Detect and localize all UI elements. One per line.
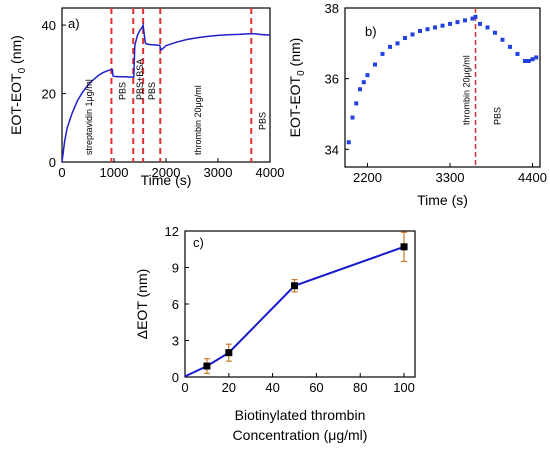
panel-b-xlabel: Time (s) [417, 192, 468, 208]
panel-a-xtick-label: 3000 [204, 165, 233, 180]
panel-b-data-point [515, 51, 520, 56]
panel-b-data-point [455, 20, 460, 25]
panel-b-ytick-label: 34 [325, 142, 339, 157]
panel-a-label: a) [68, 16, 80, 31]
panel-b-frame [344, 7, 541, 168]
panel-c-ytick-label: 9 [172, 261, 179, 276]
panel-c-xtick-label: 100 [393, 380, 415, 395]
panel-a-xtick-label: 2000 [152, 165, 181, 180]
panel-c-frame [184, 230, 416, 378]
panel-c-xlabel-2: Concentration (μg/ml) [233, 427, 368, 443]
panel-a-label-streptavidin: streptavidin 1μg/ml [84, 79, 94, 155]
panel-b-data-point [354, 101, 359, 106]
panel-c-xtick-label: 60 [309, 380, 323, 395]
panel-b-data-point [361, 80, 366, 85]
panel-b-data-point [350, 115, 355, 120]
panel-c-ytick-label: 0 [172, 370, 179, 385]
panel-b-ytick-label: 38 [325, 1, 339, 16]
panel-c-data-point [203, 362, 211, 370]
panel-c-xtick-label: 40 [265, 380, 279, 395]
panel-c-data-point [400, 243, 408, 251]
panel-a-ytick-label: 0 [49, 155, 56, 170]
panel-b-data-point [358, 87, 362, 92]
panel-a-label-pbs-1: PBS [117, 82, 127, 100]
panel-a-xtick-label: 4000 [256, 165, 285, 180]
panel-b-data-point [463, 18, 467, 23]
panel-b-data-point [534, 55, 539, 60]
panel-c-data-point [225, 349, 233, 357]
panel-c-data-point [291, 282, 299, 290]
panel-b-label: b) [365, 24, 377, 39]
panel-c-series-line [184, 245, 405, 378]
panel-b-data-point [523, 59, 527, 63]
panel-b-data-point [473, 14, 478, 19]
panel-a-xtick-label: 1000 [100, 165, 129, 180]
panel-c-ytick-label: 12 [165, 224, 179, 239]
panel-b-xtick-label: 4400 [518, 170, 547, 185]
panel-a-label-pbs-3: PBS [257, 112, 267, 130]
panel-b-label-pbs: PBS [493, 107, 503, 125]
panel-b-data-point [508, 44, 512, 49]
panel-a-xtick-label: 0 [58, 165, 65, 180]
panel-b-data-point [403, 36, 407, 41]
panel-c-xtick-label: 0 [181, 380, 188, 395]
panel-a-label-pbs-2: PBS [147, 82, 157, 100]
panel-b-data-point [478, 21, 482, 26]
panel-b-xtick-label: 3300 [436, 170, 465, 185]
panel-b-data-point [380, 51, 385, 56]
panel-c-ytick-label: 6 [172, 297, 179, 312]
panel-a-label-thrombin: thrombin 20μg/ml [193, 85, 203, 155]
panel-b-data-point [373, 62, 377, 67]
panel-a-ytick-label: 40 [42, 18, 56, 33]
panel-b-ylabel: EOT-EOT0 (nm) [287, 38, 307, 138]
panel-b-data-point [388, 44, 392, 49]
panel-b-data-point [365, 73, 370, 78]
panel-c-label: c) [193, 235, 204, 250]
panel-a-ylabel: EOT-EOT0 (nm) [8, 35, 28, 135]
panel-a-ytick-label: 20 [42, 87, 56, 102]
panel-b-ytick-label: 36 [325, 72, 339, 87]
panel-b-data-point [448, 21, 452, 26]
panel-b-data-point [346, 140, 351, 145]
panel-b-data-point [530, 57, 535, 62]
panel-b-data-point [526, 59, 531, 63]
panel-b-label-thrombin: thrombin 20μg/ml [462, 55, 472, 125]
panel-a-xlabel: Time (s) [141, 172, 192, 188]
panel-b-data-point [500, 37, 505, 42]
panel-b-data-point [470, 16, 475, 21]
panel-b-data-point [395, 41, 400, 46]
panel-c-xtick-label: 20 [222, 380, 236, 395]
panel-c-ytick-label: 3 [172, 334, 179, 349]
panel-c-ylabel: ΔEOT (nm) [134, 269, 150, 340]
panel-c-xtick-label: 80 [353, 380, 367, 395]
panel-b-data-point [418, 28, 422, 33]
panel-a-series-line [61, 22, 271, 163]
panel-b-data-point [425, 27, 430, 32]
panel-a-label-pbs-bsa: PBS+BSA [135, 59, 145, 100]
panel-b-data-point [493, 30, 497, 35]
panel-b-xtick-label: 2200 [353, 170, 382, 185]
panel-b-data-point [433, 25, 437, 30]
panel-c-xlabel: Biotinylated thrombin [235, 407, 366, 423]
panel-b-data-point [440, 23, 445, 28]
panel-b-data-point [485, 25, 490, 30]
panel-b-data-point [410, 32, 415, 37]
